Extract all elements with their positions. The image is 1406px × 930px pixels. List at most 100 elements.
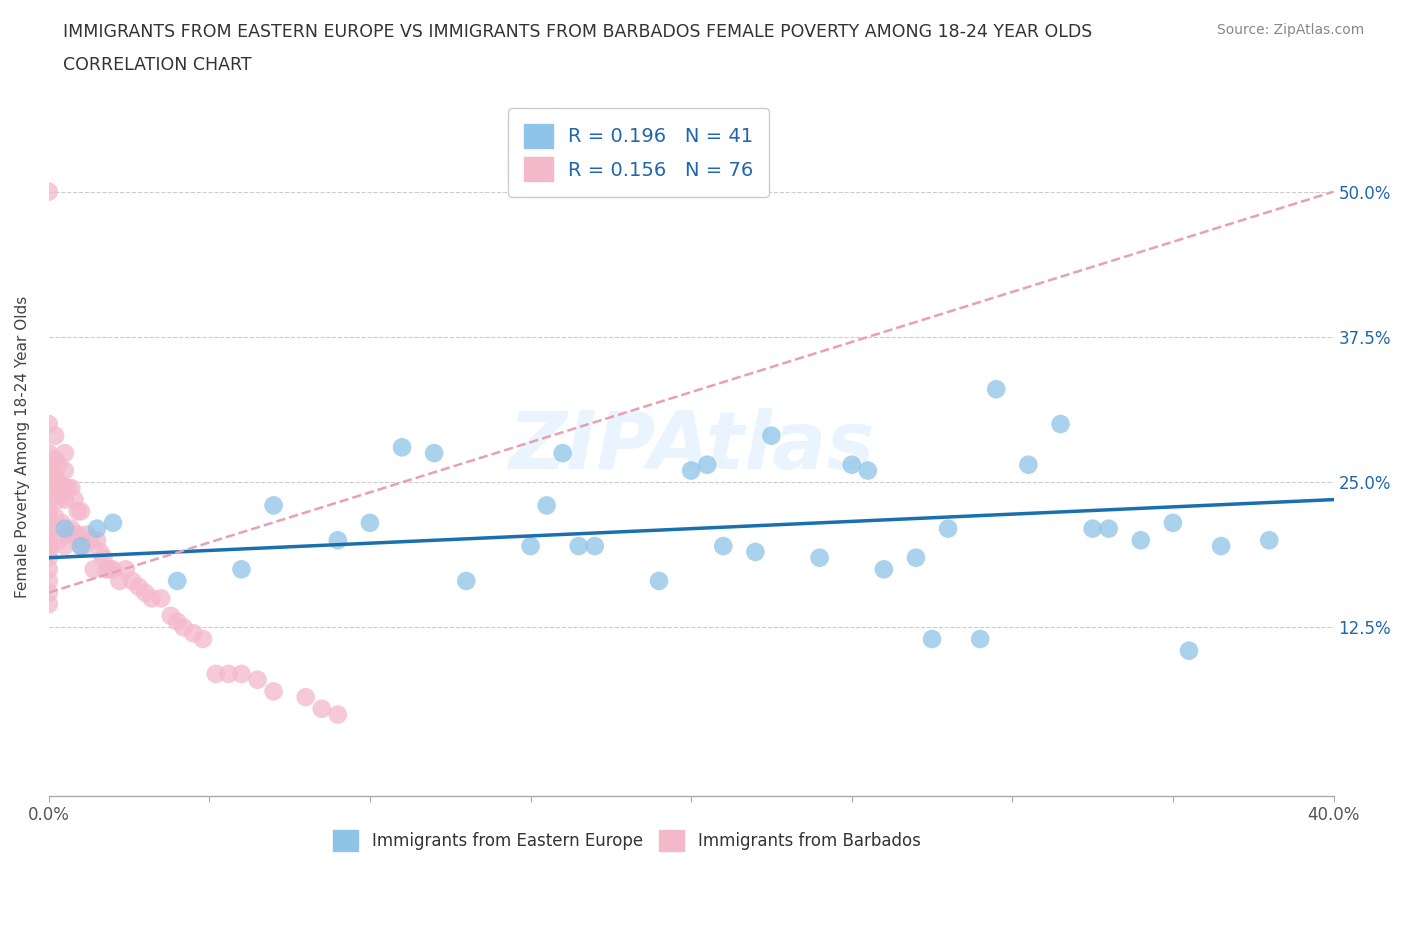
Point: [86, 533, 108, 548]
Point: [121, 574, 143, 589]
Point: [66, 504, 89, 519]
Point: [263, 498, 285, 512]
Point: [38, 481, 60, 496]
Point: [1161, 515, 1184, 530]
Point: [536, 498, 558, 512]
Point: [711, 538, 734, 553]
Point: [873, 562, 896, 577]
Point: [204, 667, 226, 682]
Point: [98, 562, 121, 577]
Point: [38, 544, 60, 559]
Point: [83, 562, 105, 577]
Point: [48, 533, 70, 548]
Point: [108, 574, 131, 589]
Point: [583, 538, 606, 553]
Text: ZIPAtlas: ZIPAtlas: [508, 408, 875, 486]
Point: [38, 527, 60, 542]
Point: [294, 690, 316, 705]
Text: IMMIGRANTS FROM EASTERN EUROPE VS IMMIGRANTS FROM BARBADOS FEMALE POVERTY AMONG : IMMIGRANTS FROM EASTERN EUROPE VS IMMIGR…: [63, 23, 1092, 41]
Point: [51, 486, 73, 501]
Point: [744, 544, 766, 559]
Point: [246, 672, 269, 687]
Point: [1209, 538, 1232, 553]
Point: [101, 562, 124, 577]
Point: [38, 521, 60, 536]
Point: [60, 521, 83, 536]
Point: [681, 463, 703, 478]
Point: [86, 521, 108, 536]
Point: [44, 510, 66, 525]
Point: [76, 527, 98, 542]
Y-axis label: Female Poverty Among 18-24 Year Olds: Female Poverty Among 18-24 Year Olds: [15, 296, 30, 598]
Point: [456, 574, 478, 589]
Point: [38, 515, 60, 530]
Point: [761, 428, 783, 443]
Point: [96, 562, 118, 577]
Point: [38, 551, 60, 565]
Point: [53, 492, 76, 507]
Point: [44, 428, 66, 443]
Point: [326, 707, 349, 722]
Point: [38, 597, 60, 612]
Point: [1049, 417, 1071, 432]
Point: [904, 551, 927, 565]
Point: [648, 574, 671, 589]
Point: [79, 533, 101, 548]
Point: [181, 626, 204, 641]
Point: [936, 521, 959, 536]
Point: [986, 382, 1008, 397]
Point: [44, 469, 66, 484]
Point: [568, 538, 591, 553]
Point: [48, 492, 70, 507]
Point: [89, 544, 111, 559]
Point: [166, 614, 188, 629]
Point: [53, 538, 76, 553]
Point: [423, 445, 446, 460]
Point: [38, 469, 60, 484]
Point: [173, 620, 195, 635]
Point: [231, 562, 253, 577]
Point: [93, 551, 115, 565]
Point: [921, 631, 943, 646]
Point: [53, 481, 76, 496]
Point: [150, 591, 173, 605]
Point: [114, 562, 136, 577]
Point: [44, 451, 66, 466]
Point: [48, 458, 70, 472]
Point: [808, 551, 831, 565]
Point: [38, 510, 60, 525]
Point: [231, 667, 253, 682]
Point: [159, 608, 181, 623]
Point: [519, 538, 541, 553]
Point: [51, 515, 73, 530]
Point: [191, 631, 214, 646]
Point: [128, 579, 150, 594]
Point: [1129, 533, 1152, 548]
Point: [1258, 533, 1281, 548]
Point: [70, 538, 93, 553]
Point: [969, 631, 991, 646]
Point: [56, 527, 79, 542]
Point: [311, 701, 333, 716]
Point: [66, 527, 89, 542]
Legend: Immigrants from Eastern Europe, Immigrants from Barbados: Immigrants from Eastern Europe, Immigran…: [326, 824, 927, 857]
Point: [1178, 644, 1201, 658]
Point: [53, 445, 76, 460]
Point: [70, 504, 93, 519]
Point: [856, 463, 879, 478]
Text: CORRELATION CHART: CORRELATION CHART: [63, 56, 252, 73]
Point: [551, 445, 574, 460]
Point: [841, 458, 863, 472]
Text: Source: ZipAtlas.com: Source: ZipAtlas.com: [1216, 23, 1364, 37]
Point: [1098, 521, 1121, 536]
Point: [696, 458, 718, 472]
Point: [1017, 458, 1039, 472]
Point: [44, 481, 66, 496]
Point: [56, 481, 79, 496]
Point: [38, 417, 60, 432]
Point: [359, 515, 381, 530]
Point: [218, 667, 240, 682]
Point: [38, 562, 60, 577]
Point: [391, 440, 413, 455]
Point: [38, 533, 60, 548]
